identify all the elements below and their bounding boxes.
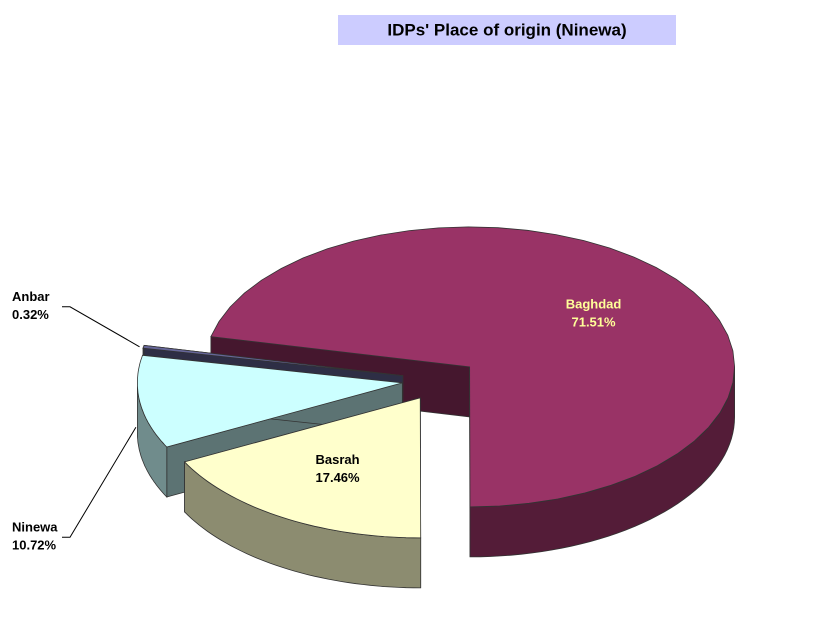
slice xyxy=(183,397,422,589)
slice-label: Basrah xyxy=(316,452,360,467)
slice-value: 10.72% xyxy=(12,538,57,553)
slice-value: 0.32% xyxy=(12,307,49,322)
slice-value: 17.46% xyxy=(316,470,361,485)
leader-line xyxy=(62,306,140,348)
slice xyxy=(183,397,422,539)
slice xyxy=(142,344,403,377)
slice xyxy=(137,354,403,448)
leader-line xyxy=(62,426,137,538)
slice-label: Baghdad xyxy=(566,297,622,312)
chart-title: IDPs' Place of origin (Ninewa) xyxy=(387,20,626,39)
slice-label: Ninewa xyxy=(12,520,58,535)
slice-label: Anbar xyxy=(12,289,50,304)
slice-value: 71.51% xyxy=(571,315,616,330)
slice xyxy=(210,226,736,508)
title-box xyxy=(338,15,676,45)
